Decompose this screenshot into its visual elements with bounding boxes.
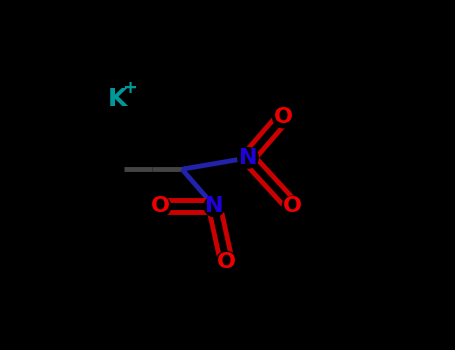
- Text: O: O: [151, 196, 170, 216]
- Text: O: O: [283, 196, 302, 216]
- Text: O: O: [217, 252, 236, 272]
- Circle shape: [238, 148, 258, 168]
- Circle shape: [282, 196, 303, 217]
- Circle shape: [216, 251, 237, 272]
- Circle shape: [204, 196, 225, 217]
- Text: N: N: [205, 196, 223, 216]
- Text: K: K: [108, 87, 127, 111]
- Text: O: O: [273, 107, 293, 127]
- Circle shape: [150, 196, 171, 217]
- Circle shape: [273, 107, 293, 128]
- Text: N: N: [239, 148, 257, 168]
- Text: +: +: [121, 79, 136, 97]
